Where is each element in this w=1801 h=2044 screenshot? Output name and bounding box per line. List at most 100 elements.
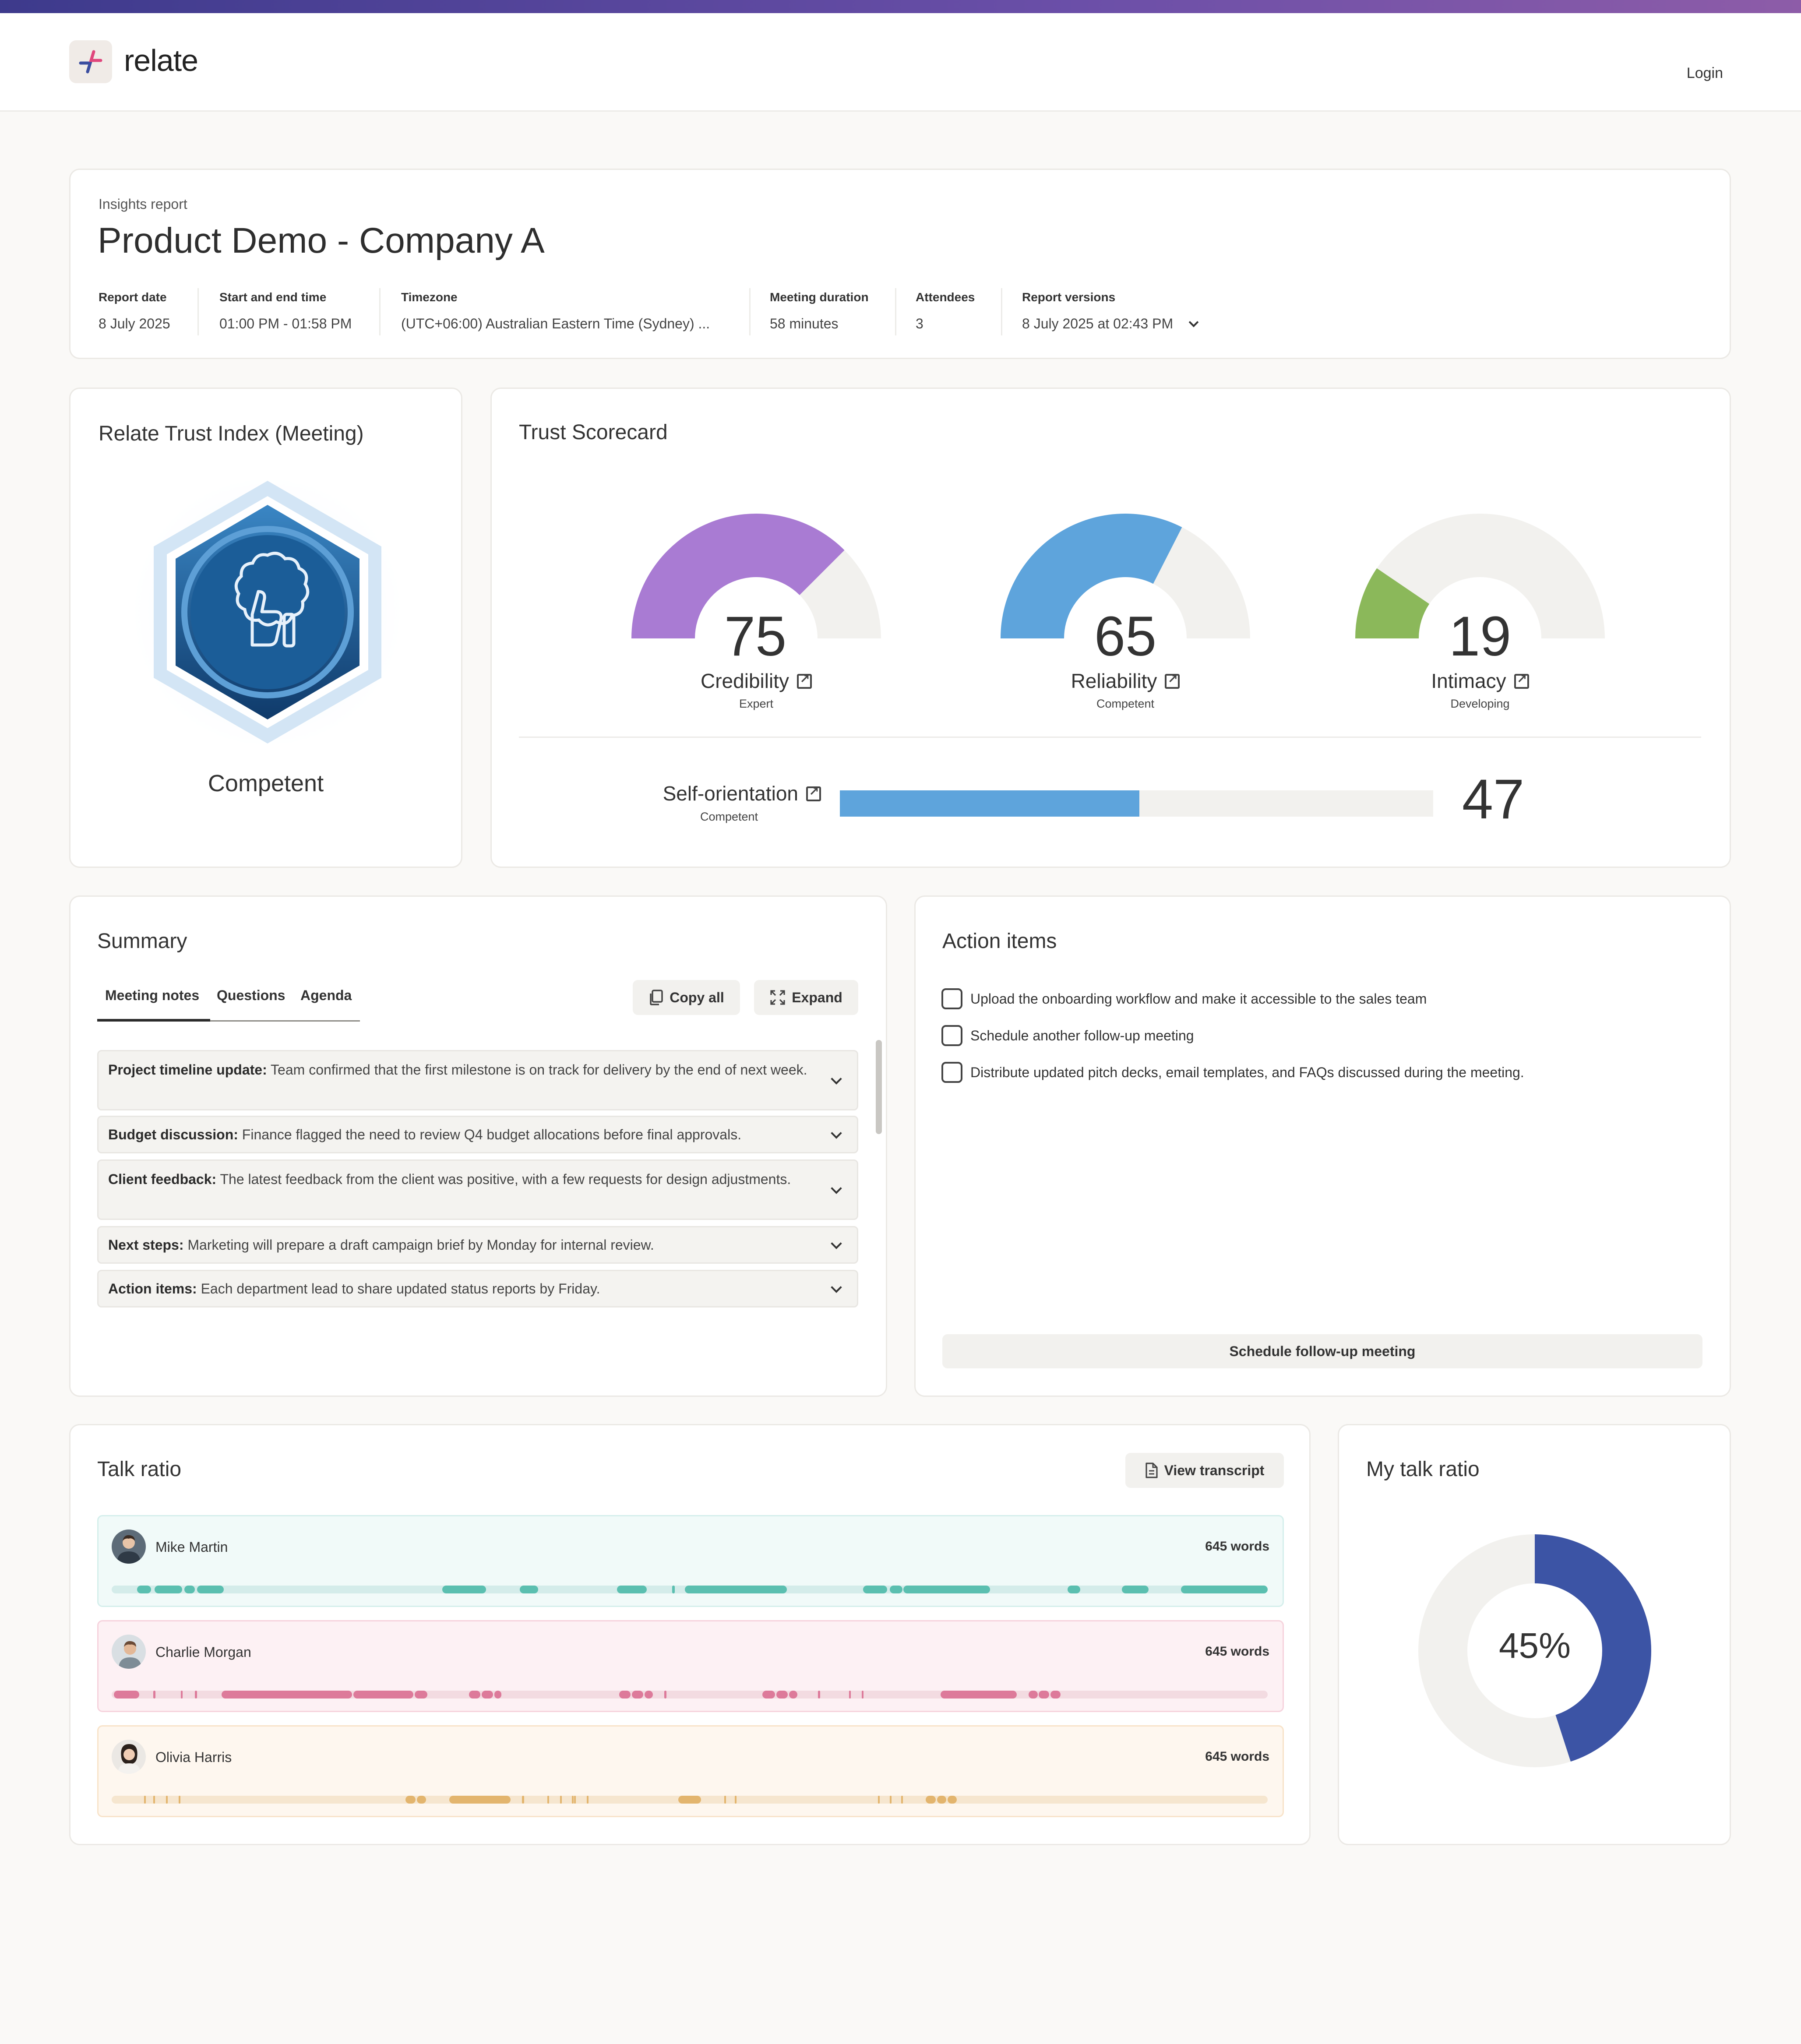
accordion-item[interactable]: Next steps: Marketing will prepare a dra… [97, 1226, 858, 1264]
action-item-checkbox[interactable] [941, 1062, 962, 1083]
action-item-text: Upload the onboarding workflow and make … [970, 991, 1427, 1007]
self-orientation-score: 47 [1462, 768, 1525, 831]
report-version-select[interactable]: 8 July 2025 at 02:43 PM [1022, 316, 1199, 332]
speaker-name: Charlie Morgan [155, 1644, 251, 1660]
speech-segment [678, 1796, 701, 1804]
speaker-word-count: 645 words [1205, 1749, 1269, 1764]
speech-segment [901, 1796, 903, 1804]
tab-meeting-notes[interactable]: Meeting notes [105, 987, 200, 1003]
accordion-body: Marketing will prepare a draft campaign … [183, 1237, 654, 1253]
speech-segment [1039, 1691, 1050, 1699]
chevron-down-icon[interactable] [831, 1183, 842, 1194]
external-link-icon[interactable] [806, 784, 821, 801]
chevron-down-icon[interactable] [831, 1238, 842, 1249]
speech-segment [672, 1586, 675, 1593]
meta-label: Attendees [916, 290, 975, 304]
self-orientation-label[interactable]: Self-orientation [611, 782, 821, 805]
relate-logo[interactable] [69, 40, 112, 83]
speech-segment [153, 1796, 155, 1804]
accordion-text: Budget discussion: Finance flagged the n… [108, 1123, 809, 1146]
speech-segment [494, 1691, 501, 1699]
avatar [112, 1635, 146, 1669]
meta-value: 8 July 2025 at 02:43 PM [1022, 316, 1174, 331]
speech-segment [664, 1691, 667, 1699]
speech-segment [1181, 1586, 1268, 1593]
expand-icon [770, 990, 785, 1005]
speaker-timeline[interactable] [112, 1691, 1268, 1699]
gauge-label-text: Credibility [701, 670, 789, 692]
accordion-heading: Client feedback: [108, 1171, 217, 1187]
relate-logo-icon [79, 50, 102, 74]
speech-segment [1122, 1586, 1149, 1593]
speaker-timeline[interactable] [112, 1586, 1268, 1593]
accordion-body: Each department lead to share updated st… [197, 1281, 600, 1297]
accordion-item[interactable]: Action items: Each department lead to sh… [97, 1270, 858, 1307]
speech-segment [632, 1691, 644, 1699]
speaker-timeline[interactable] [112, 1796, 1268, 1804]
speech-segment [734, 1796, 737, 1804]
meta-duration: Meeting duration 58 minutes [770, 290, 869, 332]
report-header-card: Insights report Product Demo - Company A… [69, 169, 1731, 359]
intimacy-label[interactable]: Intimacy [1392, 669, 1568, 693]
meta-label: Start and end time [219, 290, 327, 304]
tab-agenda[interactable]: Agenda [300, 987, 352, 1003]
external-link-icon[interactable] [1165, 672, 1180, 689]
speech-segment [619, 1691, 631, 1699]
speaker-word-count: 645 words [1205, 1539, 1269, 1554]
speaker-name: Mike Martin [155, 1539, 228, 1555]
tab-questions[interactable]: Questions [217, 987, 285, 1003]
summary-title: Summary [97, 930, 187, 953]
page-title: Product Demo - Company A [98, 221, 545, 261]
action-item-text: Schedule another follow-up meeting [970, 1028, 1194, 1043]
copy-all-button[interactable]: Copy all [633, 980, 740, 1015]
credibility-level: Expert [739, 697, 774, 710]
accordion-item[interactable]: Client feedback: The latest feedback fro… [97, 1159, 858, 1220]
action-item-checkbox[interactable] [941, 1025, 962, 1046]
speech-segment [414, 1691, 427, 1699]
accordion-body: Finance flagged the need to review Q4 bu… [238, 1127, 742, 1142]
accordion-item[interactable]: Budget discussion: Finance flagged the n… [97, 1116, 858, 1153]
trust-index-title: Relate Trust Index (Meeting) [99, 422, 364, 445]
my-talk-ratio-title: My talk ratio [1366, 1458, 1480, 1481]
speech-segment [181, 1691, 183, 1699]
meta-label: Meeting duration [770, 290, 869, 304]
chevron-down-icon[interactable] [831, 1128, 842, 1139]
trust-index-card: Relate Trust Index (Meeting) [69, 388, 462, 868]
meta-report-versions[interactable]: Report versions 8 July 2025 at 02:43 PM [1022, 290, 1199, 332]
chevron-down-icon[interactable] [831, 1282, 842, 1293]
speech-segment [154, 1586, 183, 1593]
schedule-follow-up-button[interactable]: Schedule follow-up meeting [942, 1334, 1702, 1368]
trust-badge [123, 455, 412, 763]
speech-segment [405, 1796, 416, 1804]
speech-segment [724, 1796, 726, 1804]
talk-ratio-title: Talk ratio [97, 1458, 182, 1481]
document-icon [1145, 1463, 1158, 1478]
person-avatar-icon [117, 1535, 141, 1564]
accordion-item[interactable]: Project timeline update: Team confirmed … [97, 1050, 858, 1110]
accordion-heading: Project timeline update: [108, 1062, 267, 1078]
reliability-label[interactable]: Reliability [1038, 669, 1213, 693]
external-link-icon[interactable] [1514, 672, 1529, 689]
intimacy-score: 19 [1449, 605, 1512, 668]
meta-start-end-time: Start and end time 01:00 PM - 01:58 PM [219, 290, 352, 332]
speech-segment [1028, 1691, 1038, 1699]
summary-scrollbar[interactable] [876, 1040, 882, 1134]
meta-divider [197, 288, 199, 335]
action-item-checkbox[interactable] [941, 988, 962, 1009]
meta-report-date: Report date 8 July 2025 [99, 290, 170, 332]
speech-segment [863, 1586, 888, 1593]
meta-value: (UTC+06:00) Australian Eastern Time (Syd… [401, 316, 710, 331]
external-link-icon[interactable] [797, 672, 812, 689]
speech-segment [862, 1691, 864, 1699]
chevron-down-icon[interactable] [831, 1073, 842, 1085]
expand-button[interactable]: Expand [754, 980, 858, 1015]
my-talk-ratio-card [1338, 1424, 1731, 1845]
view-transcript-button[interactable]: View transcript [1125, 1453, 1284, 1488]
credibility-label[interactable]: Credibility [669, 669, 844, 693]
donut-fill [1418, 1534, 1651, 1767]
speech-segment [645, 1691, 653, 1699]
speech-segment [416, 1796, 426, 1804]
speech-segment [685, 1586, 787, 1593]
meta-label: Timezone [401, 290, 458, 304]
login-link[interactable]: Login [1686, 65, 1723, 81]
